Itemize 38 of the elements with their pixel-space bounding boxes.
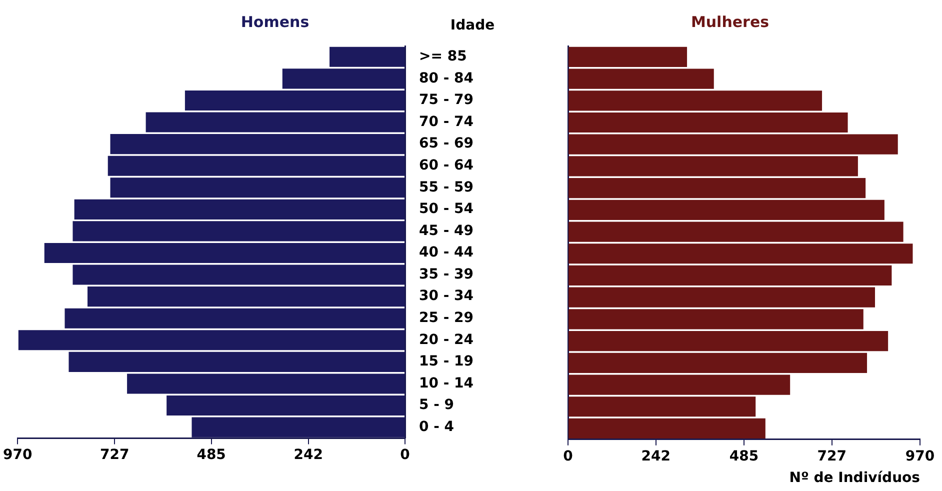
x-tick-label: 0: [400, 447, 410, 464]
bar: [568, 330, 888, 352]
y-tick-label: 65 - 69: [419, 136, 474, 152]
y-tick-label: >= 85: [419, 48, 467, 65]
y-tick-label: 30 - 34: [419, 288, 474, 304]
bar: [44, 242, 404, 264]
x-tick-label: 727: [100, 447, 130, 464]
x-tick-label: 485: [729, 448, 759, 464]
x-axis-title: Nº de Indivíduos: [789, 470, 920, 486]
y-tick-label: 20 - 24: [419, 332, 474, 348]
x-tick-label: 970: [905, 448, 935, 464]
y-tick-label: 5 - 9: [419, 397, 454, 414]
y-tick-label: 80 - 84: [419, 70, 474, 86]
y-tick-label: 50 - 54: [419, 201, 474, 218]
x-tick-label: 727: [817, 448, 846, 464]
y-tick-label: 75 - 79: [419, 92, 474, 108]
y-tick-label: 60 - 64: [419, 157, 474, 174]
y-tick-label: 40 - 44: [419, 244, 474, 261]
chart-title: Homens: [240, 12, 310, 31]
y-tick-label: 35 - 39: [419, 266, 474, 282]
bar: [568, 265, 892, 286]
y-tick-label: 15 - 19: [419, 354, 474, 370]
x-tick-label: 0: [563, 448, 574, 464]
bar: [192, 417, 404, 438]
x-tick-label: 970: [2, 447, 32, 464]
y-tick-label: 45 - 49: [419, 222, 474, 239]
y-tick-label: 55 - 59: [419, 179, 474, 196]
bar: [568, 418, 766, 439]
y-tick-label: 10 - 14: [419, 375, 474, 392]
x-tick-label: 242: [294, 447, 323, 464]
bar: [568, 112, 848, 133]
y-tick-label: 0 - 4: [419, 418, 454, 435]
y-tick-label: 25 - 29: [419, 310, 474, 326]
x-tick-label: 242: [641, 448, 670, 464]
y-tick-label: 70 - 74: [419, 114, 474, 130]
chart-title: Mulheres: [690, 12, 770, 31]
x-tick-label: 485: [196, 447, 226, 464]
y-axis-title: Idade: [450, 18, 495, 34]
